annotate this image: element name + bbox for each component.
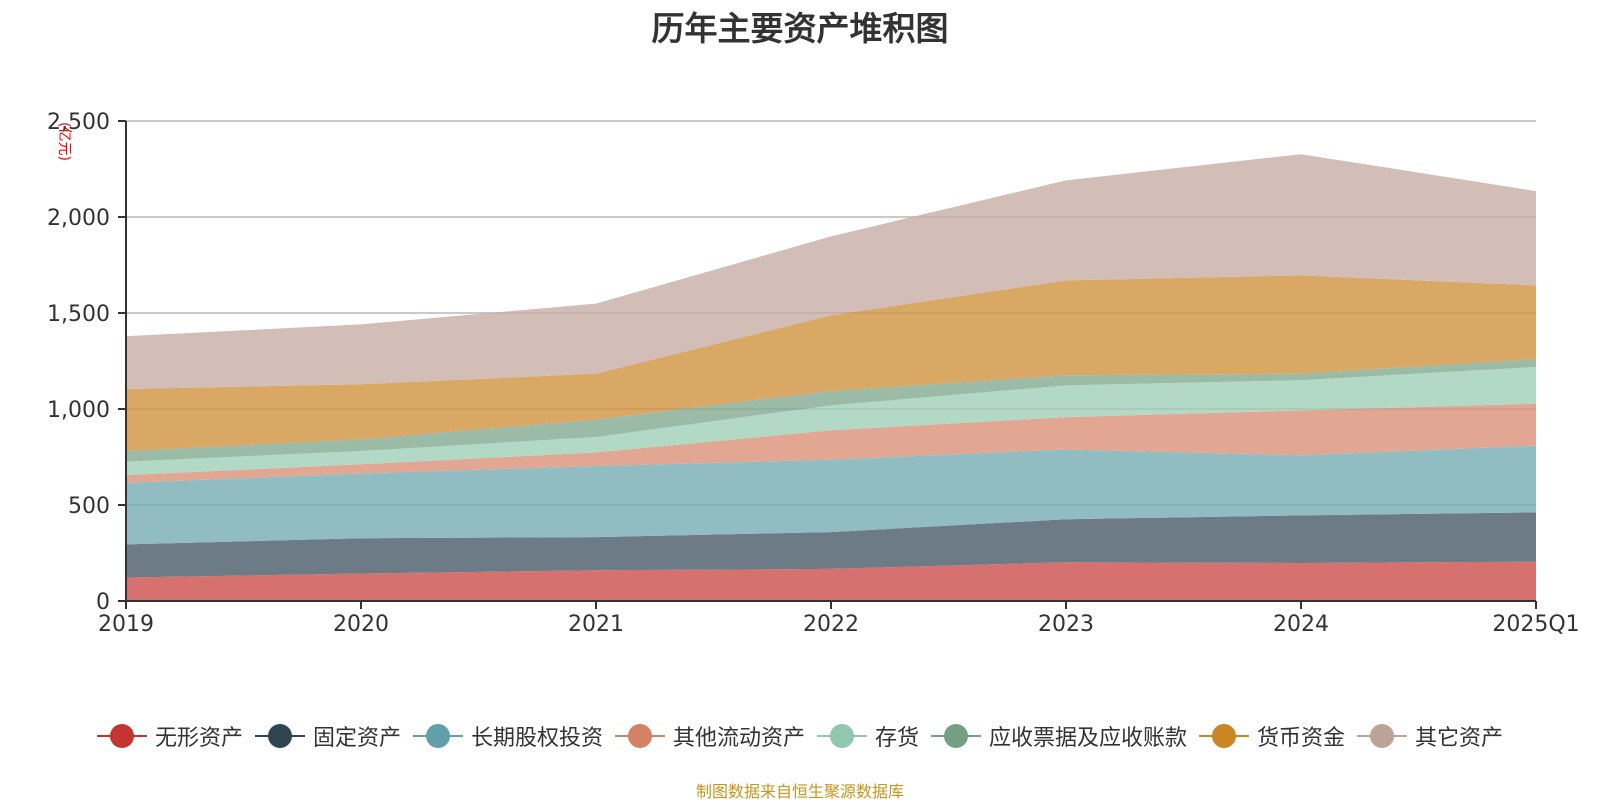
legend-label: 存货 — [875, 726, 920, 751]
y-tick-label: 2,500 — [47, 110, 110, 135]
legend-label: 固定资产 — [312, 726, 401, 751]
area-series-2[interactable] — [126, 445, 1536, 545]
y-axis-unit-label: (亿元) — [56, 122, 72, 161]
x-tick-label: 2024 — [1273, 612, 1329, 637]
legend-label: 其它资产 — [1415, 726, 1504, 751]
area-series-6[interactable] — [126, 275, 1536, 452]
y-tick-label: 1,000 — [47, 398, 110, 423]
area-series-1[interactable] — [126, 512, 1536, 578]
axes: 0 500 1,000 1,500 2,000 2,500 2019 2020 2021 2022… — [47, 110, 1580, 637]
legend: 无形资产 固定资产 长期股权投资 其他流动资产 存货 应收票据及应收账款 货币资金 其它资产 — [0, 718, 1600, 754]
chart-title: 历年主要资产堆积图 — [651, 9, 949, 48]
legend-label: 无形资产 — [154, 726, 243, 751]
legend-marker-icon — [1357, 724, 1408, 748]
area-series-7[interactable] — [126, 154, 1536, 390]
source-note: 制图数据来自恒生聚源数据库 — [695, 782, 904, 801]
x-tick-label: 2021 — [568, 612, 624, 637]
y-tick-label: 0 — [96, 590, 110, 615]
legend-item[interactable]: 存货 — [817, 720, 919, 752]
legend-item[interactable]: 其它资产 — [1357, 720, 1503, 752]
legend-item[interactable]: 固定资产 — [254, 720, 401, 752]
legend-marker-icon — [254, 724, 305, 748]
area-series-4[interactable] — [126, 366, 1536, 476]
y-tick-label: 2,000 — [47, 206, 110, 231]
stacked-areas — [126, 120, 1536, 601]
legend-label: 应收票据及应收账款 — [989, 726, 1188, 751]
legend-marker-icon — [412, 724, 463, 748]
x-tick-label: 2025Q1 — [1492, 612, 1579, 637]
legend-marker-icon — [817, 724, 867, 748]
x-tick-label: 2020 — [333, 612, 389, 637]
x-tick-label: 2019 — [98, 612, 154, 637]
y-tick-label: 1,500 — [47, 302, 110, 327]
area-series-3[interactable] — [126, 403, 1536, 483]
legend-marker-icon — [931, 724, 982, 748]
legend-label: 长期股权投资 — [470, 726, 603, 751]
legend-item[interactable]: 应收票据及应收账款 — [931, 720, 1187, 752]
legend-label: 货币资金 — [1257, 726, 1346, 751]
legend-marker-icon — [614, 724, 665, 748]
legend-marker-icon — [1199, 724, 1250, 748]
y-tick-label: 500 — [68, 494, 110, 519]
x-tick-label: 2022 — [803, 612, 859, 637]
legend-label: 其他流动资产 — [672, 726, 805, 751]
legend-item[interactable]: 货币资金 — [1199, 720, 1345, 752]
legend-marker-icon — [96, 724, 147, 748]
area-series-0[interactable] — [126, 561, 1536, 601]
legend-item[interactable]: 其他流动资产 — [614, 720, 805, 752]
x-tick-label: 2023 — [1038, 612, 1094, 637]
area-series-5[interactable] — [126, 359, 1536, 462]
legend-item[interactable]: 长期股权投资 — [412, 720, 603, 752]
legend-item[interactable]: 无形资产 — [96, 720, 243, 752]
